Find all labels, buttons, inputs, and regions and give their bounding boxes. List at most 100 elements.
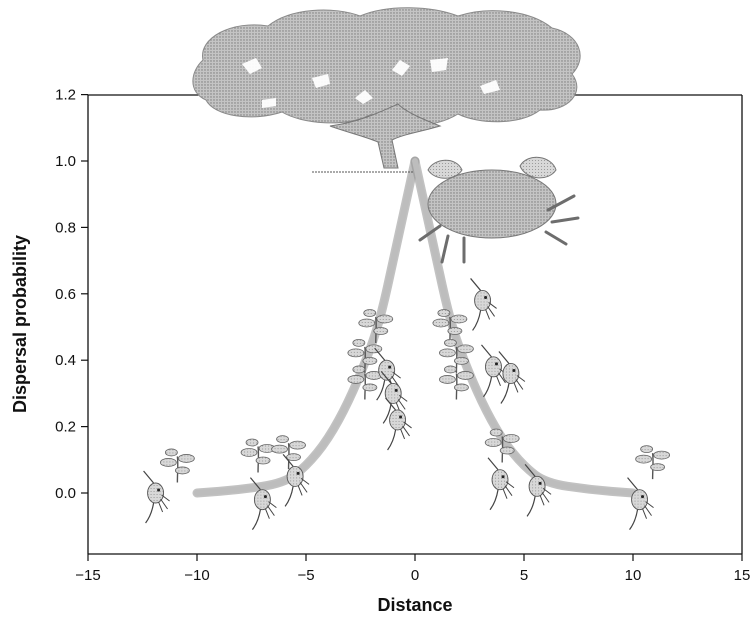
seedling-leaf	[450, 314, 468, 324]
larva-body	[528, 475, 546, 497]
dispersal-curve-fill	[194, 158, 418, 496]
larva-legs	[400, 421, 412, 440]
seedling-leaf	[255, 456, 271, 465]
x-tick-label: 5	[520, 567, 528, 584]
seedling-leaf	[164, 448, 178, 457]
larva-body	[378, 359, 396, 381]
larva-icon	[487, 457, 515, 511]
larva-tail	[284, 486, 294, 507]
seedling-leaf	[454, 383, 469, 392]
y-tick-label: 0.4	[55, 352, 76, 369]
larva-body	[147, 482, 165, 504]
larva-body	[384, 382, 402, 404]
seedling-icon	[432, 309, 468, 344]
larva-eye	[296, 471, 300, 475]
larva-eye	[399, 415, 403, 419]
axis-ticks: −15 −10 −5 0 5 10 15 0.0 0.2 0.4 0.6 0.8 1.0 1.2	[55, 87, 750, 584]
larva-eye	[501, 475, 505, 479]
seedling-icon	[358, 309, 394, 344]
larva-icon	[249, 477, 277, 530]
seedling-leaf	[437, 309, 451, 317]
y-tick-label: 0.2	[55, 419, 76, 436]
y-tick-label: 1.0	[55, 153, 76, 170]
larva-legs	[264, 501, 277, 519]
larva-eye	[394, 388, 398, 392]
seedling-leaf	[177, 454, 195, 463]
larva-eye	[494, 362, 498, 366]
seedling-leaf	[432, 318, 450, 328]
seedling-leaf	[444, 338, 457, 347]
seedling-leaf	[352, 365, 366, 374]
seedling-leaf	[245, 438, 259, 447]
seedling-leaf	[457, 344, 474, 354]
larva-legs	[513, 375, 526, 393]
larva-body	[631, 489, 648, 511]
seedling-leaf	[447, 327, 463, 335]
seedling-leaf	[365, 344, 383, 354]
larva-spine	[470, 278, 482, 291]
larva-icon	[470, 278, 497, 331]
seedling-leaf	[457, 371, 474, 380]
larva-body	[502, 363, 520, 384]
x-tick-label: 0	[411, 567, 419, 584]
y-tick-label: 0.0	[55, 485, 76, 502]
larva-icon	[385, 397, 412, 451]
seedling-leaf	[635, 454, 653, 464]
larva-spine	[249, 477, 261, 491]
larva-icon	[481, 344, 508, 398]
seedling-and-larva-group	[143, 278, 671, 530]
x-tick-label: −5	[297, 567, 314, 584]
larva-spine	[143, 470, 155, 484]
seedling-icon	[635, 445, 671, 480]
seedling-leaf	[650, 463, 666, 472]
larva-spine	[374, 347, 386, 361]
seedling-leaf	[358, 318, 376, 328]
larva-tail	[629, 509, 639, 530]
larva-tail	[251, 509, 261, 530]
crab-icon	[418, 156, 580, 264]
larva-eye	[512, 368, 516, 372]
larva-tail	[145, 502, 155, 524]
larva-spine	[385, 397, 397, 411]
larva-spine	[627, 477, 639, 491]
seedling-icon	[159, 448, 195, 483]
seedling-leaf	[502, 434, 520, 443]
larva-eye	[538, 481, 542, 485]
seedling-leaf	[159, 458, 177, 467]
larva-tail	[376, 380, 386, 401]
tree-canopy-icon	[192, 7, 581, 173]
x-axis-title: Distance	[377, 595, 452, 615]
seedling-leaf	[289, 440, 306, 450]
larva-spine	[524, 463, 536, 477]
larva-icon	[374, 347, 401, 401]
seedling-icon	[240, 438, 276, 473]
seedling-leaf	[352, 338, 366, 347]
larva-tail	[382, 403, 392, 424]
larva-eye	[484, 295, 488, 299]
larva-body	[491, 469, 509, 491]
seedling-leaf	[271, 444, 288, 454]
larva-legs	[297, 477, 310, 496]
seedling-leaf	[240, 448, 258, 457]
seedling-icon	[347, 365, 383, 400]
larva-icon	[143, 470, 170, 524]
dispersal-curve-left	[192, 156, 420, 498]
x-tick-label: −10	[184, 567, 209, 584]
y-tick-label: 0.6	[55, 286, 76, 303]
seedling-leaf	[484, 438, 502, 447]
seedling-icon	[439, 365, 474, 400]
x-tick-label: −15	[75, 567, 100, 584]
seedling-leaf	[640, 445, 654, 454]
seedling-leaf	[376, 314, 394, 324]
larva-icon	[498, 351, 526, 404]
larva-icon	[524, 463, 552, 517]
seedling-icon	[484, 428, 520, 463]
seedling-leaf	[653, 450, 671, 460]
larva-tail	[500, 383, 510, 404]
y-axis-title: Dispersal probability	[10, 235, 30, 413]
seedling-leaf	[489, 428, 503, 437]
seedling-leaf	[363, 309, 377, 317]
larva-eye	[388, 365, 392, 369]
larva-spine	[487, 457, 499, 471]
larva-eye	[157, 488, 161, 492]
